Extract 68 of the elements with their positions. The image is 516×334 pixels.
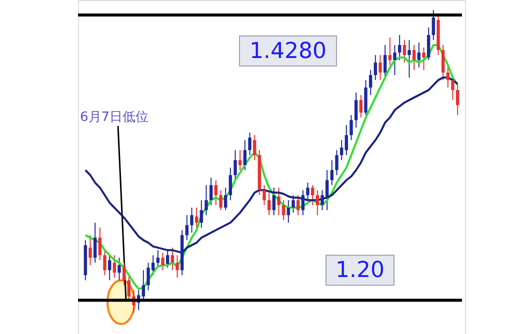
candlestick bbox=[456, 84, 460, 116]
candlestick bbox=[93, 222, 97, 264]
candlestick bbox=[432, 10, 436, 41]
candlestick bbox=[156, 250, 160, 268]
candlestick bbox=[383, 44, 387, 78]
candlestick bbox=[243, 140, 247, 171]
candlestick bbox=[316, 190, 320, 216]
candlestick bbox=[142, 270, 146, 301]
candlestick bbox=[286, 200, 290, 224]
candlestick bbox=[204, 184, 208, 216]
candlestick bbox=[402, 40, 406, 64]
candlestick bbox=[398, 34, 402, 61]
candlestick bbox=[252, 134, 256, 161]
candlestick bbox=[112, 254, 116, 278]
candlestick bbox=[446, 64, 450, 88]
candlestick bbox=[238, 150, 242, 171]
candlestick bbox=[194, 207, 198, 228]
candlestick bbox=[161, 252, 164, 271]
candlestick bbox=[359, 94, 363, 118]
candlestick bbox=[267, 192, 271, 216]
candlestick bbox=[330, 160, 334, 186]
candlestick bbox=[166, 250, 170, 268]
candlestick bbox=[219, 190, 222, 211]
candlestick bbox=[282, 200, 286, 221]
candlestick bbox=[88, 234, 92, 266]
candlestick bbox=[122, 262, 126, 286]
candlestick bbox=[224, 187, 228, 211]
annotation: 6月7日低位 bbox=[80, 110, 149, 125]
candlestick bbox=[200, 200, 204, 228]
candlestick bbox=[340, 140, 344, 161]
candlestick bbox=[190, 207, 194, 234]
candlestick bbox=[335, 150, 338, 176]
candlestick bbox=[412, 44, 416, 71]
candlestick bbox=[354, 92, 358, 128]
candlestick bbox=[108, 254, 112, 281]
candlestick bbox=[296, 194, 300, 216]
candlestick bbox=[388, 37, 392, 66]
candlestick bbox=[441, 44, 445, 81]
candlestick bbox=[103, 250, 106, 276]
candlestick bbox=[272, 187, 276, 216]
candlestick bbox=[292, 194, 295, 214]
candlestick bbox=[310, 184, 314, 206]
candlestick bbox=[98, 227, 102, 261]
ref-line-label: 1.20 bbox=[336, 258, 384, 284]
candlestick bbox=[374, 54, 378, 81]
candlestick bbox=[408, 40, 411, 78]
candlestick bbox=[209, 177, 213, 206]
candlestick bbox=[344, 124, 348, 156]
ref-line-label: 1.4280 bbox=[250, 39, 326, 64]
candlestick bbox=[301, 190, 305, 216]
candlestick bbox=[426, 27, 430, 61]
candlestick bbox=[176, 254, 179, 278]
candlestick bbox=[277, 187, 280, 216]
candlestick bbox=[306, 182, 310, 201]
candlestick bbox=[234, 150, 237, 181]
candlestick bbox=[170, 247, 174, 271]
candlestick bbox=[185, 214, 189, 241]
candlestick bbox=[417, 42, 421, 68]
candlestick bbox=[262, 184, 266, 206]
candlestick bbox=[422, 47, 426, 71]
candlestick bbox=[118, 257, 121, 281]
candlestick bbox=[350, 114, 353, 141]
candlestick bbox=[393, 44, 396, 76]
candlestick bbox=[214, 180, 218, 206]
candlestick bbox=[378, 54, 382, 81]
candlestick bbox=[228, 167, 232, 201]
candlestick bbox=[248, 132, 252, 156]
candlestick bbox=[368, 70, 372, 96]
